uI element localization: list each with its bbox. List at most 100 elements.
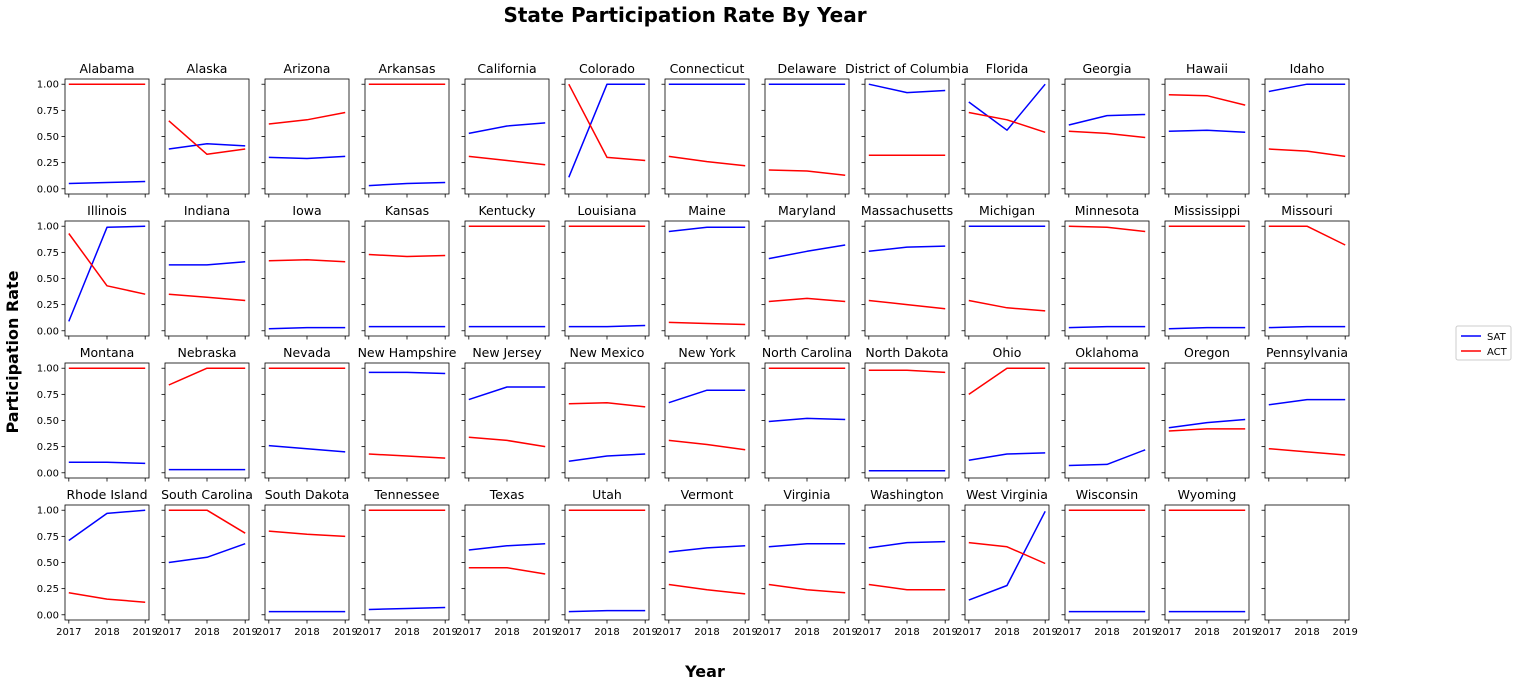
panel-new-jersey: New Jersey — [461, 345, 550, 482]
series-act-line — [1168, 93, 1246, 106]
panel-new-york: New York — [661, 345, 750, 482]
x-tick-label: 2019 — [932, 627, 957, 638]
x-tick-label: 2019 — [632, 627, 657, 638]
x-tick-label: 2017 — [756, 627, 781, 638]
series-sat-line — [868, 245, 946, 253]
panel-title: Louisiana — [577, 203, 636, 218]
x-tick-label: 2019 — [832, 627, 857, 638]
panel-frame — [264, 78, 350, 195]
panel-oregon: Oregon — [1161, 345, 1250, 482]
series-sat-line — [368, 371, 446, 375]
panel-title: Vermont — [681, 487, 734, 502]
series-sat-line — [768, 244, 846, 260]
series-act-line — [268, 258, 346, 263]
y-tick-label: 0.25 — [37, 158, 59, 169]
series-sat-line — [668, 226, 746, 233]
series-sat-line — [568, 324, 646, 328]
panel-indiana: Indiana — [161, 203, 250, 340]
x-tick-label: 2018 — [794, 627, 819, 638]
y-tick-label: 0.00 — [37, 610, 59, 621]
panel-title: Rhode Island — [66, 487, 147, 502]
series-sat-line — [68, 461, 146, 465]
panel-frame — [164, 220, 250, 337]
panel-title: Kentucky — [478, 203, 536, 218]
series-sat-line — [568, 83, 646, 178]
x-tick-label: 2017 — [1156, 627, 1181, 638]
panel-frame — [364, 220, 450, 337]
panel-frame — [1064, 220, 1150, 337]
panel-title: New Jersey — [472, 345, 542, 360]
series-sat-line — [568, 453, 646, 463]
panel-district-of-columbia: District of Columbia — [845, 61, 969, 198]
panel-frame — [564, 362, 650, 479]
panel-tennessee: Tennessee 2017 2018 2019 — [356, 487, 458, 638]
panel-iowa: Iowa — [261, 203, 350, 340]
panel-title: North Dakota — [865, 345, 948, 360]
y-tick-label: 0.25 — [37, 584, 59, 595]
panel-frame — [964, 78, 1050, 195]
x-tick-label: 2017 — [356, 627, 381, 638]
x-tick-label: 2019 — [332, 627, 357, 638]
panel-title: California — [477, 61, 536, 76]
series-sat-line — [968, 452, 1046, 461]
panel-frame — [964, 362, 1050, 479]
panel-louisiana: Louisiana — [561, 203, 650, 340]
panel-california: California — [461, 61, 550, 198]
panel-maine: Maine — [661, 203, 750, 340]
panel-title: Indiana — [184, 203, 230, 218]
series-act-line — [68, 233, 146, 295]
panel-title: Nevada — [283, 345, 331, 360]
panel-frame — [364, 504, 450, 621]
series-act-line — [1168, 428, 1246, 432]
x-tick-label: 2018 — [394, 627, 419, 638]
x-tick-label: 2017 — [456, 627, 481, 638]
x-tick-label: 2018 — [994, 627, 1019, 638]
panel-michigan: Michigan — [961, 203, 1050, 340]
panel-title: New Mexico — [570, 345, 645, 360]
panel-alaska: Alaska — [161, 61, 250, 198]
x-tick-label: 2019 — [1032, 627, 1057, 638]
panel-title: Texas — [489, 487, 525, 502]
y-tick-label: 0.25 — [37, 442, 59, 453]
series-act-line — [568, 83, 646, 162]
series-sat-line — [568, 609, 646, 613]
panel-title: Georgia — [1082, 61, 1131, 76]
y-tick-label: 0.50 — [37, 274, 59, 285]
panel-florida: Florida — [961, 61, 1050, 198]
series-act-line — [368, 253, 446, 258]
x-tick-label: 2019 — [132, 627, 157, 638]
panel-frame — [564, 220, 650, 337]
series-act-line — [968, 111, 1046, 134]
series-act-line — [468, 155, 546, 166]
series-sat-line — [868, 540, 946, 549]
panel-frame — [864, 362, 950, 479]
series-act-line — [668, 439, 746, 451]
series-sat-line — [1268, 83, 1346, 93]
series-act-line — [1068, 130, 1146, 139]
panel-title: Wisconsin — [1076, 487, 1138, 502]
panel-wisconsin: Wisconsin 2017 2018 2019 — [1056, 487, 1158, 638]
panel-frame — [564, 78, 650, 195]
x-tick-label: 2019 — [1232, 627, 1257, 638]
x-tick-label: 2019 — [432, 627, 457, 638]
series-act-line — [168, 367, 246, 386]
series-sat-line — [968, 83, 1046, 131]
x-tick-label: 2018 — [694, 627, 719, 638]
panel-title: South Dakota — [265, 487, 350, 502]
y-tick-label: 0.75 — [37, 390, 59, 401]
series-sat-line — [168, 542, 246, 564]
x-tick-label: 2018 — [1194, 627, 1219, 638]
x-tick-label: 2018 — [1094, 627, 1119, 638]
panel-title: Massachusetts — [861, 203, 953, 218]
series-sat-line — [1168, 418, 1246, 429]
panel-title: Colorado — [579, 61, 635, 76]
panel-rhode-island: Rhode Island 0.00 0.25 0.50 0.75 1.00 2017 2018… — [37, 487, 158, 638]
chart-title: State Participation Rate By Year — [503, 3, 866, 27]
panel-frame — [64, 220, 150, 337]
panel-frame — [464, 362, 550, 479]
series-act-line — [768, 583, 846, 594]
panel-title: Washington — [870, 487, 943, 502]
series-sat-line — [168, 261, 246, 266]
panel-pennsylvania: Pennsylvania — [1261, 345, 1350, 482]
